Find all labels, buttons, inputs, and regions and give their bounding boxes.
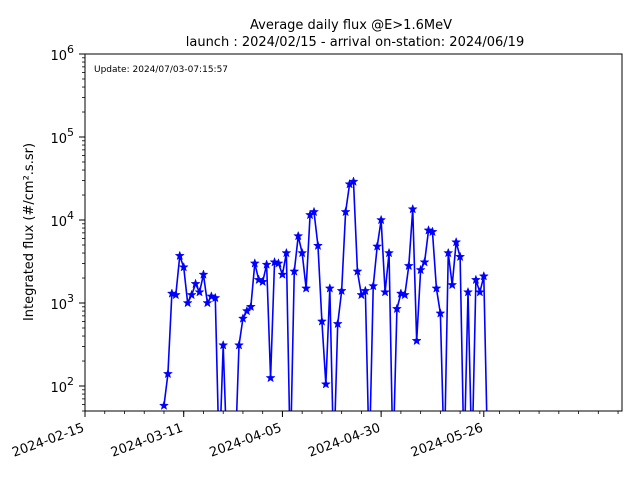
data-point — [391, 303, 403, 314]
data-point — [233, 339, 245, 350]
data-point — [293, 230, 304, 241]
data-point — [368, 280, 379, 291]
data-point — [289, 266, 300, 276]
y-tick-base: 10 — [50, 49, 67, 64]
y-tick-exponent: 3 — [67, 292, 74, 305]
y-tick-exponent: 4 — [67, 209, 74, 222]
x-tick-label: 2024-03-11 — [109, 421, 185, 461]
data-point — [383, 247, 395, 258]
data-point — [186, 289, 197, 300]
data-point — [407, 203, 418, 214]
data-point — [277, 269, 288, 279]
y-tick-label: 106 — [50, 43, 74, 64]
data-point — [431, 283, 442, 293]
data-point — [210, 292, 221, 303]
data-point — [478, 270, 489, 281]
data-point — [427, 226, 438, 237]
data-point — [241, 305, 252, 316]
data-point — [237, 313, 249, 323]
data-point — [308, 206, 320, 217]
data-point — [178, 261, 189, 272]
data-point — [470, 274, 481, 285]
data-point — [324, 283, 335, 293]
y-tick-label: 102 — [50, 375, 74, 396]
data-point — [162, 368, 173, 379]
y-tick-exponent: 2 — [67, 375, 74, 388]
chart-title: Average daily flux @E>1.6MeV — [250, 18, 452, 33]
data-point — [170, 289, 181, 300]
y-tick-exponent: 5 — [67, 126, 74, 139]
data-point — [297, 247, 308, 258]
y-axis-label: Integrated flux (#/cm².s.sr) — [22, 143, 37, 321]
data-point — [451, 236, 462, 247]
data-point — [462, 286, 474, 297]
data-point — [265, 372, 276, 383]
x-tick-label: 2024-04-30 — [306, 421, 382, 461]
data-point — [336, 285, 347, 296]
data-point — [257, 276, 268, 287]
plot-area — [158, 176, 489, 411]
data-point — [194, 286, 205, 297]
data-point — [419, 256, 430, 267]
series-line — [163, 180, 488, 411]
data-point — [348, 176, 359, 186]
data-point — [281, 247, 292, 258]
y-tick-base: 10 — [50, 298, 67, 313]
data-point — [218, 339, 229, 350]
series-group — [158, 176, 489, 411]
update-annotation: Update: 2024/07/03-07:15:57 — [94, 65, 228, 75]
y-tick-base: 10 — [50, 215, 67, 230]
data-point — [376, 214, 387, 225]
data-point — [273, 258, 284, 268]
y-tick-base: 10 — [50, 132, 67, 147]
data-point — [158, 400, 170, 410]
data-point — [455, 251, 466, 262]
data-point — [249, 258, 260, 268]
data-point — [198, 269, 209, 279]
y-tick-exponent: 6 — [67, 43, 74, 56]
data-point — [352, 266, 363, 276]
y-tick-base: 10 — [50, 381, 67, 396]
data-point — [447, 279, 458, 290]
y-tick-label: 105 — [50, 126, 74, 147]
data-point — [435, 308, 446, 318]
data-point — [403, 260, 414, 271]
data-point — [443, 247, 454, 258]
data-point — [301, 283, 312, 293]
data-point — [174, 250, 185, 261]
data-point — [261, 259, 272, 269]
data-point — [182, 297, 193, 308]
data-point — [380, 286, 391, 297]
x-axis: 2024-02-15 2024-03-11 2024-04-05 2024-04-30… — [10, 411, 619, 461]
x-tick-label: 2024-02-15 — [10, 421, 86, 461]
data-point — [202, 297, 213, 308]
data-point — [372, 241, 383, 251]
data-point — [360, 285, 371, 296]
data-point — [411, 335, 422, 346]
y-tick-label: 104 — [50, 209, 74, 230]
data-point — [245, 301, 256, 312]
data-point — [190, 278, 201, 289]
x-tick-label: 2024-05-26 — [409, 421, 485, 461]
data-point — [415, 264, 426, 275]
chart-subtitle: launch : 2024/02/15 - arrival on-station… — [186, 35, 524, 50]
data-point — [312, 240, 324, 251]
data-point — [399, 289, 410, 300]
y-tick-label: 103 — [50, 292, 74, 313]
data-point — [340, 206, 351, 217]
data-point — [316, 316, 327, 326]
data-point — [332, 318, 343, 329]
data-point — [474, 286, 485, 297]
plot-frame — [84, 53, 623, 412]
x-tick-label: 2024-04-05 — [208, 421, 284, 461]
data-point — [320, 378, 331, 389]
